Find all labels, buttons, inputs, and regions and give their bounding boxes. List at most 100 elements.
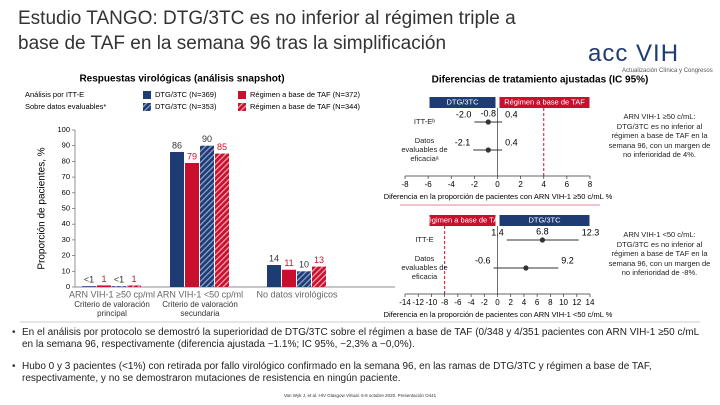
y-tick-label: 30 <box>62 235 70 244</box>
x-tick-label: -8 <box>441 298 449 307</box>
data-label: <1 <box>114 275 124 285</box>
x-tick-label: 8 <box>588 180 593 189</box>
bar <box>112 286 126 287</box>
x-tick-label: 2 <box>508 298 513 307</box>
x-tick-label: -12 <box>412 298 424 307</box>
row-label: Datos evaluables de eficaciaᵃ <box>401 136 448 163</box>
y-tick-label: 0 <box>66 282 70 291</box>
bullet: En el análisis por protocolo se demostró… <box>12 327 712 351</box>
estimate-label: 6.8 <box>536 226 549 236</box>
bar <box>170 151 184 287</box>
ci-label: -2.0 <box>456 109 472 119</box>
estimate <box>485 119 491 125</box>
x-tick-label: -2 <box>471 180 479 189</box>
x-tick-label: 4 <box>522 298 527 307</box>
category-note: Criterio de valoración principal <box>74 300 150 318</box>
footer: Van Wyk J, et al. HIV Glasgow Virtual. 5… <box>283 393 437 398</box>
legend-swatch <box>238 91 246 99</box>
y-tick-label: 90 <box>62 141 70 150</box>
legend-group: Sobre datos evaluables* <box>25 102 106 111</box>
x-tick-label: -8 <box>401 180 409 189</box>
bar <box>127 285 141 287</box>
bar <box>312 266 326 287</box>
x-axis-label: Diferencia en la proporción de pacientes… <box>384 192 613 201</box>
legend-label: DTG/3TC (N=369) <box>155 90 217 99</box>
data-label: 86 <box>172 140 182 150</box>
bar <box>282 269 296 287</box>
ci-label: 12.3 <box>582 227 600 237</box>
header-left: Régimen a base de TAF <box>422 215 503 224</box>
bar <box>97 285 111 287</box>
x-tick-label: -4 <box>468 298 476 307</box>
legend-label: DTG/3TC (N=353) <box>155 102 217 111</box>
bar <box>200 145 214 287</box>
x-tick-label: -10 <box>426 298 438 307</box>
chart-title: Respuestas virológicas (análisis snapsho… <box>79 74 284 85</box>
ci-label: -0.6 <box>475 255 491 265</box>
y-tick-label: 20 <box>62 251 70 260</box>
estimate <box>485 147 491 153</box>
x-tick-label: 2 <box>518 180 523 189</box>
x-tick-label: -2 <box>481 298 489 307</box>
data-label: 79 <box>187 151 197 161</box>
header-box <box>499 97 590 108</box>
category-note: Criterio de valoración secundaria <box>162 300 238 318</box>
header-box <box>499 215 590 226</box>
x-tick-label: 12 <box>572 298 581 307</box>
ci-label: 0.4 <box>505 109 518 119</box>
x-tick-label: 14 <box>586 298 595 307</box>
note: ARN VIH-1 <50 c/mL: DTG/3TC es no inferi… <box>608 230 711 277</box>
x-tick-label: 0 <box>495 180 500 189</box>
bar <box>82 286 96 287</box>
x-tick-label: No datos virológicos <box>256 289 338 299</box>
data-label: 14 <box>269 253 279 263</box>
bar <box>267 265 281 287</box>
y-tick-label: 100 <box>57 125 70 134</box>
estimate-label: -0.8 <box>480 108 496 118</box>
slide-title: Estudio TANGO: DTG/3TC es no inferior al… <box>18 8 516 54</box>
x-tick-label: -6 <box>454 298 462 307</box>
x-tick-label: -4 <box>448 180 456 189</box>
data-label: 1 <box>101 274 106 284</box>
estimate <box>523 265 529 271</box>
row-label: ITT-E <box>415 235 434 244</box>
data-label: 13 <box>314 255 324 265</box>
y-axis-label: Proporción de pacientes, % <box>37 147 48 269</box>
chart-title: Diferencias de tratamiento ajustadas (IC… <box>432 75 649 86</box>
header-right: DTG/3TC <box>528 215 561 224</box>
header-box <box>429 97 496 108</box>
data-label: 90 <box>202 134 212 144</box>
y-tick-label: 10 <box>62 266 70 275</box>
x-tick-label: -6 <box>425 180 433 189</box>
x-tick-label: 6 <box>535 298 540 307</box>
x-tick-label: ARN VIH-1 <50 cp/ml <box>157 289 243 299</box>
estimate <box>539 237 546 243</box>
bar <box>185 162 199 287</box>
x-tick-label: 4 <box>542 180 547 189</box>
x-tick-label: 8 <box>548 298 553 307</box>
data-label: 11 <box>284 258 293 268</box>
x-tick-label: ARN VIH-1 ≥50 cp/ml <box>69 289 155 299</box>
y-tick-label: 50 <box>62 203 70 212</box>
x-axis-label: Diferencia en la proporción de pacientes… <box>384 310 613 319</box>
y-tick-label: 40 <box>62 219 70 228</box>
bar <box>297 271 311 287</box>
legend-swatch <box>143 91 151 99</box>
header-right: Régimen a base de TAF <box>504 97 585 106</box>
y-tick-label: 70 <box>62 172 70 181</box>
x-tick-label: -14 <box>399 298 411 307</box>
bar <box>215 153 229 287</box>
data-label: 10 <box>299 260 309 270</box>
legend-label: Régimen a base de TAF (N=344) <box>250 102 360 111</box>
y-tick-label: 60 <box>62 188 70 197</box>
data-label: <1 <box>84 275 94 285</box>
x-tick-label: 0 <box>495 298 500 307</box>
legend-group: Análisis por ITT-E <box>25 90 84 99</box>
ci-label: -2.1 <box>455 137 471 147</box>
x-tick-label: 10 <box>559 298 568 307</box>
row-label: Datos evaluables de eficacia <box>401 254 448 281</box>
legend-swatch <box>143 103 151 111</box>
logo: acc VIH <box>588 40 680 67</box>
